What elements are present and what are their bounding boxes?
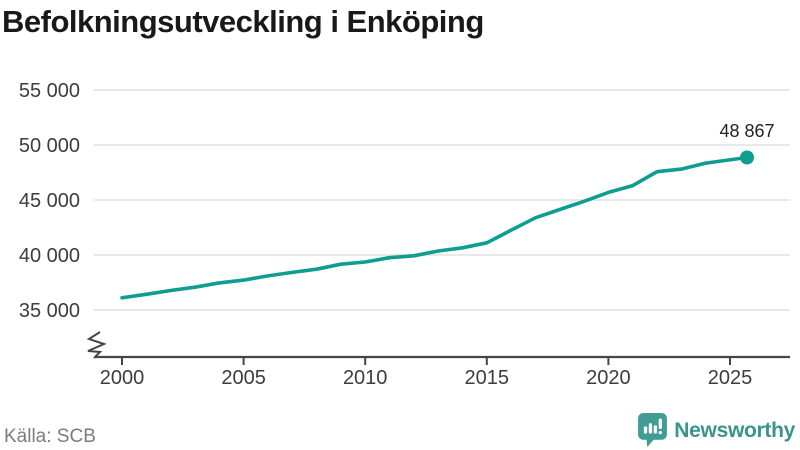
end-point-marker (740, 150, 754, 165)
newsworthy-bubble-icon (638, 413, 668, 447)
end-value-label: 48 867 (719, 121, 775, 141)
x-tick-label: 2015 (465, 367, 510, 389)
population-line (120, 155, 749, 300)
x-tick-label: 2005 (221, 367, 266, 389)
source-note: Källa: SCB (4, 426, 96, 447)
x-tick-label: 2000 (100, 367, 145, 389)
y-tick-label: 55 000 (19, 80, 80, 102)
newsworthy-logo-text: Newsworthy (674, 418, 795, 442)
chart-title: Befolkningsutveckling i Enköping (2, 4, 484, 39)
x-tick-label: 2025 (708, 367, 753, 389)
y-tick-label: 40 000 (19, 245, 80, 267)
y-tick-label: 35 000 (19, 300, 80, 322)
x-tick-label: 2010 (343, 367, 388, 389)
x-tick-label: 2020 (586, 367, 631, 389)
y-tick-label: 50 000 (19, 135, 80, 157)
newsworthy-logo: Newsworthy (638, 413, 795, 448)
y-axis-break-icon (86, 331, 107, 359)
y-tick-label: 45 000 (19, 190, 80, 212)
